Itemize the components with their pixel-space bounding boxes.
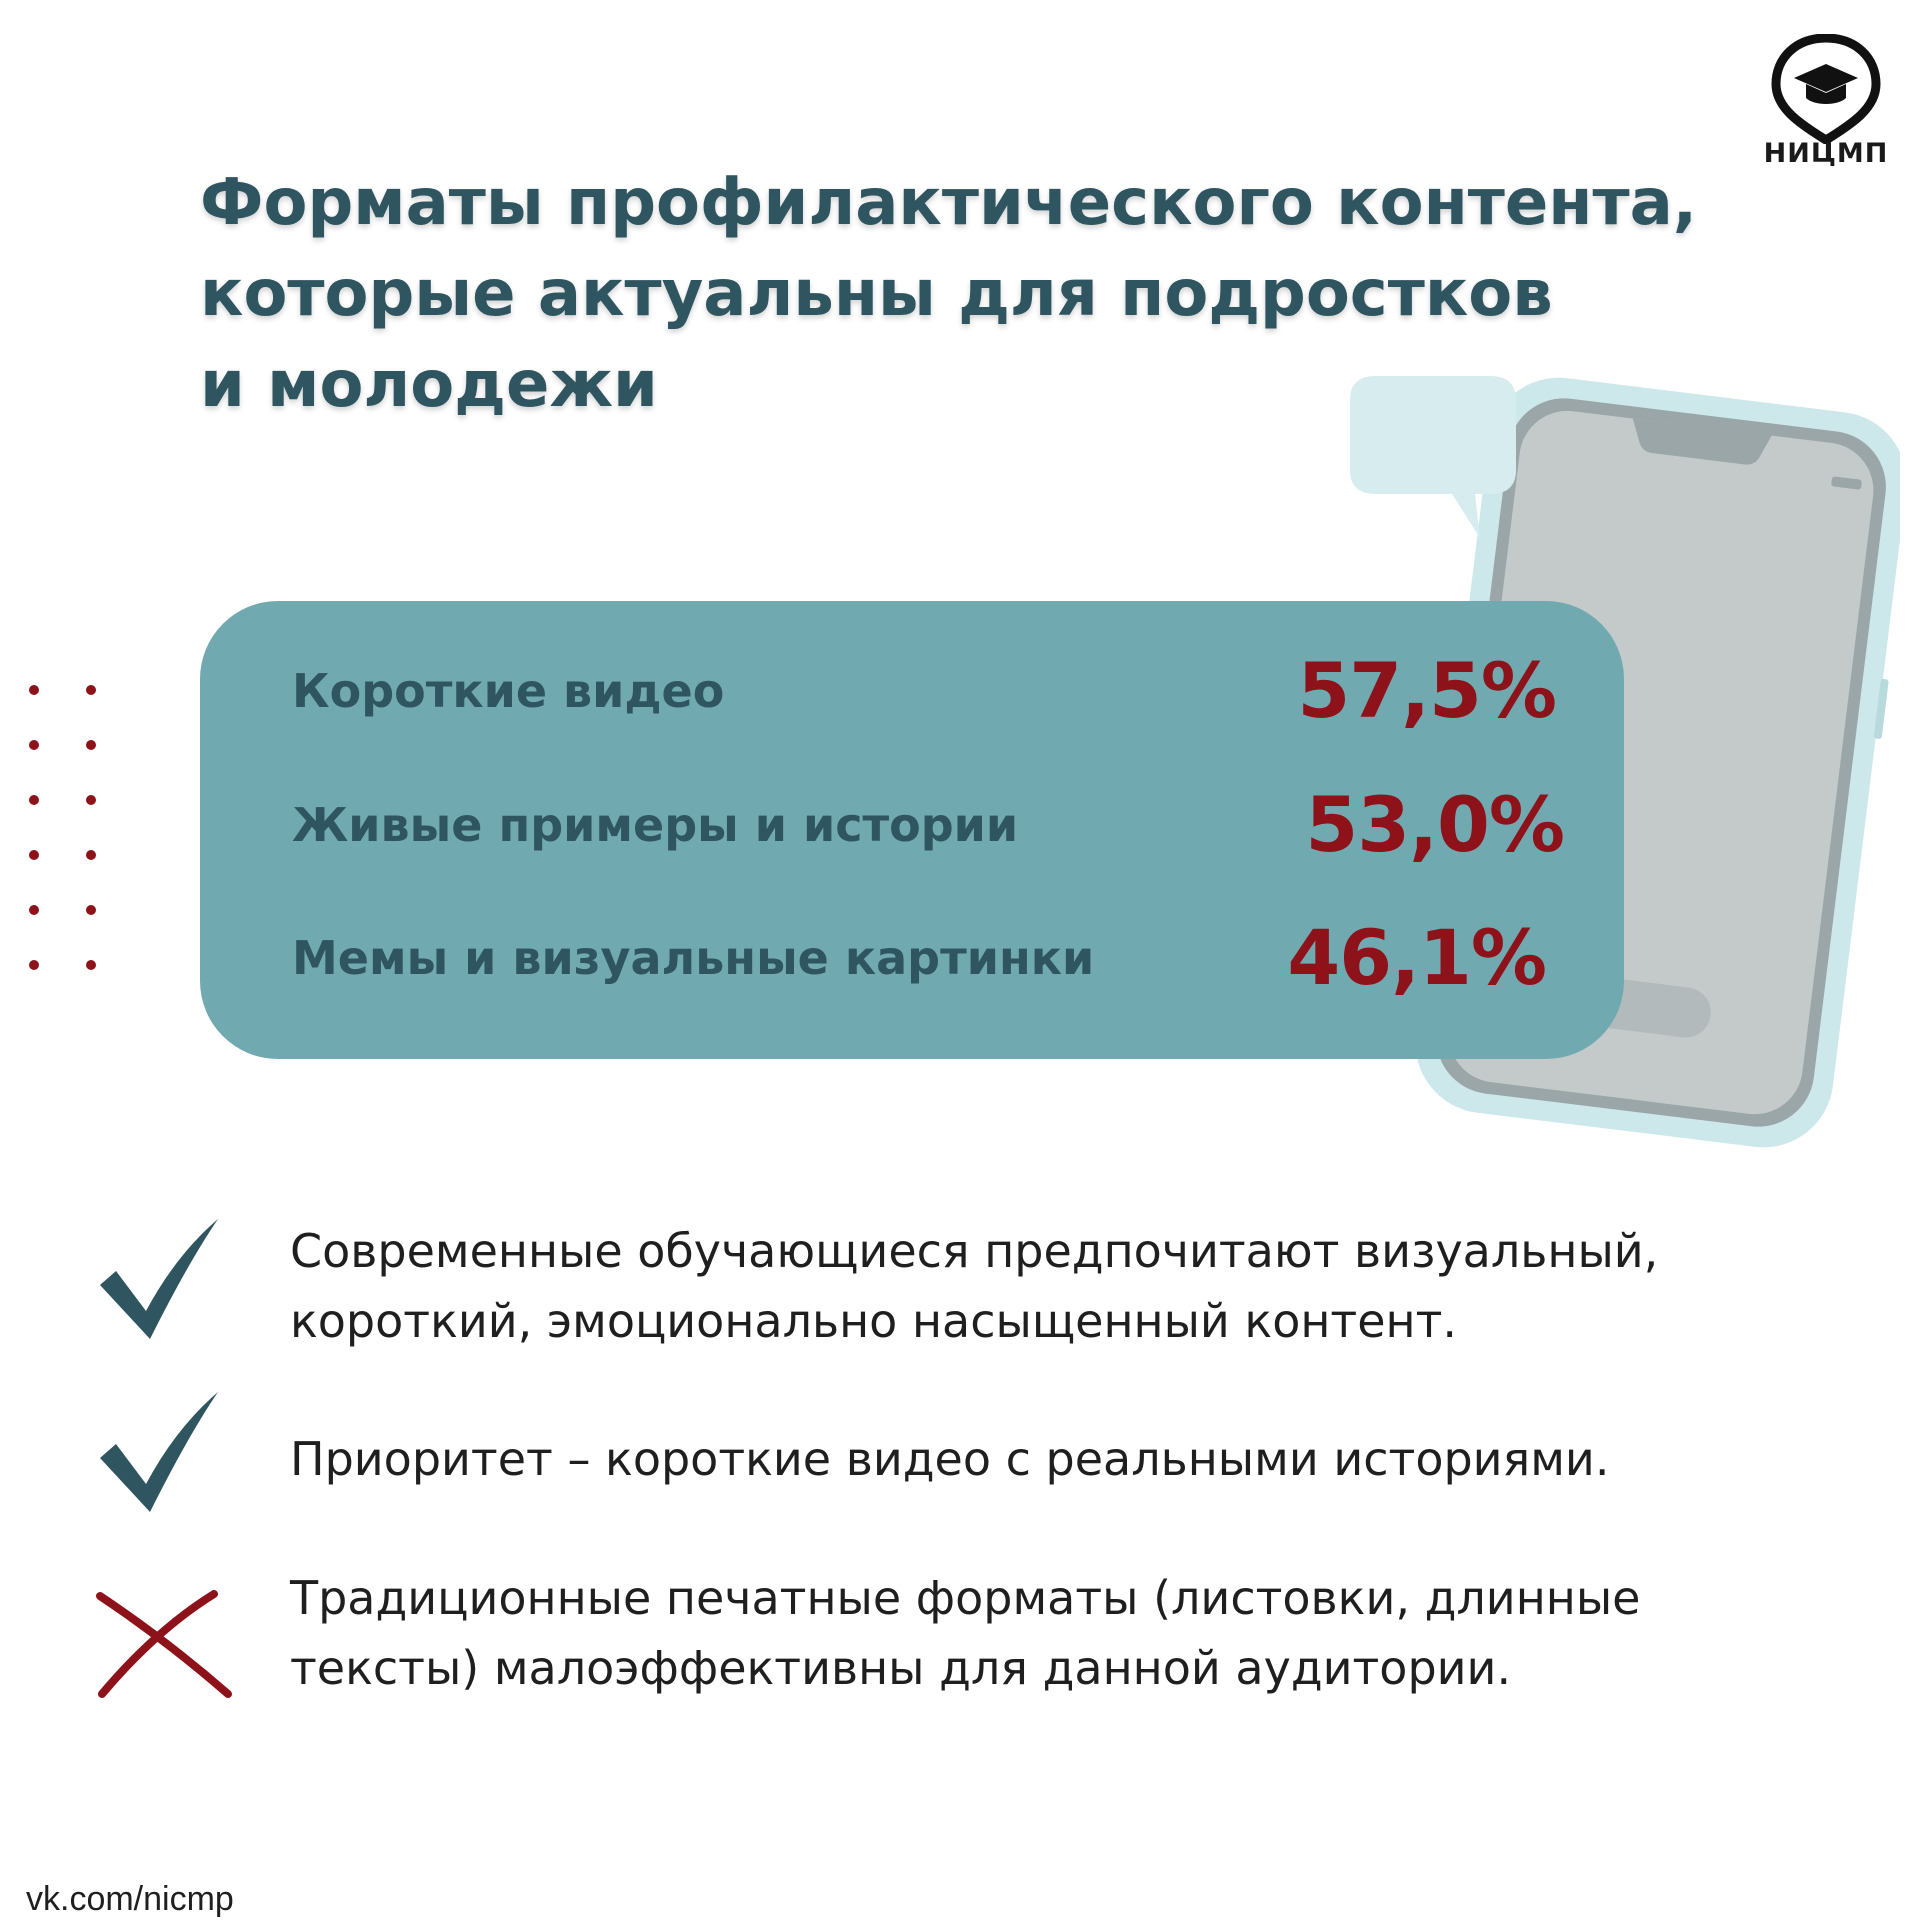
- check-icon: [96, 1215, 226, 1345]
- stat-value: 53,0%: [1305, 780, 1565, 869]
- decor-dot: [86, 685, 96, 695]
- graduation-cap-pin-icon: [1771, 33, 1881, 146]
- title-line: Форматы профилактического контента,: [200, 166, 1698, 240]
- stat-row: Мемы и визуальные картинки 46,1%: [292, 903, 1564, 1013]
- finding-text: Современные обучающиеся предпочитают виз…: [290, 1216, 1890, 1356]
- stat-value: 57,5%: [1297, 646, 1557, 735]
- title-line: и молодежи: [200, 348, 658, 422]
- page-title: Форматы профилактического контента, кото…: [200, 158, 1698, 431]
- check-icon: [96, 1388, 226, 1518]
- title-line: которые актуальны для подростков: [200, 257, 1553, 331]
- decor-dot: [29, 960, 39, 970]
- stat-label: Живые примеры и истории: [292, 798, 1019, 852]
- finding-line: Приоритет – короткие видео с реальными и…: [290, 1432, 1610, 1486]
- finding-text: Приоритет – короткие видео с реальными и…: [290, 1424, 1890, 1494]
- decor-dot: [86, 905, 96, 915]
- decor-dot: [86, 795, 96, 805]
- finding-line: короткий, эмоционально насыщенный контен…: [290, 1294, 1458, 1348]
- stat-label: Короткие видео: [292, 664, 725, 718]
- finding-text: Традиционные печатные форматы (листовки,…: [290, 1563, 1890, 1703]
- decor-dot: [86, 740, 96, 750]
- stat-row: Живые примеры и истории 53,0%: [292, 770, 1565, 880]
- decor-dot: [29, 850, 39, 860]
- decor-dot: [86, 960, 96, 970]
- stat-label: Мемы и визуальные картинки: [292, 931, 1095, 985]
- decor-dot: [86, 850, 96, 860]
- decor-dot: [29, 685, 39, 695]
- cross-icon: [96, 1590, 232, 1720]
- decor-dot: [29, 795, 39, 805]
- logo: НИЦМП: [1764, 33, 1887, 174]
- finding-line: Традиционные печатные форматы (листовки,…: [290, 1571, 1641, 1625]
- decor-dot: [29, 740, 39, 750]
- logo-text: НИЦМП: [1763, 138, 1889, 169]
- stats-card: Короткие видео 57,5% Живые примеры и ист…: [200, 601, 1624, 1059]
- footer-link[interactable]: vk.com/nicmp: [26, 1880, 234, 1918]
- finding-line: тексты) малоэффективны для данной аудито…: [290, 1641, 1512, 1695]
- finding-line: Современные обучающиеся предпочитают виз…: [290, 1224, 1659, 1278]
- stat-row: Короткие видео 57,5%: [292, 636, 1564, 746]
- stat-value: 46,1%: [1287, 913, 1547, 1002]
- decor-dot: [29, 905, 39, 915]
